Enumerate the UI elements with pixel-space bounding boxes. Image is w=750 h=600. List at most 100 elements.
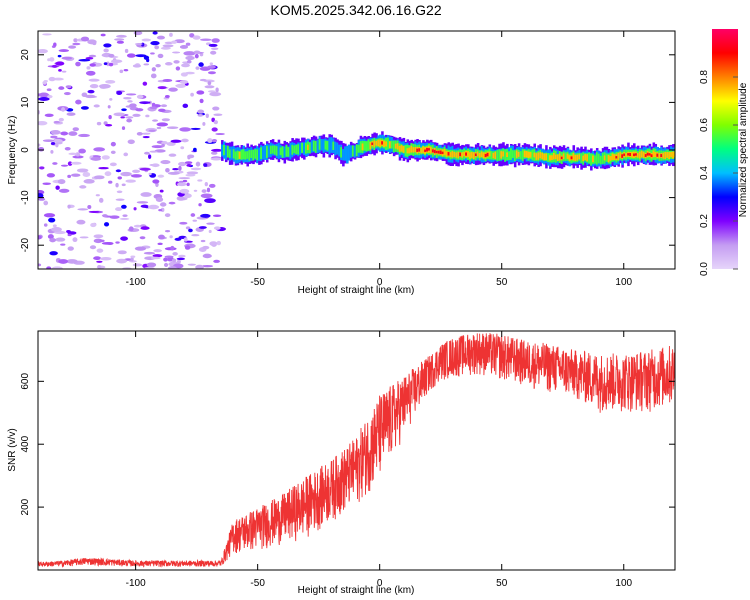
y-tick-label: 600 [20, 373, 31, 390]
y-tick-label: 400 [20, 435, 31, 452]
ridge-cell [312, 140, 316, 152]
noise-cell [170, 139, 182, 143]
x-tick-label: -100 [126, 578, 146, 589]
noise-cell [87, 89, 95, 94]
noise-cell [65, 85, 72, 89]
ridge-cell [658, 152, 661, 159]
ridge-cell [355, 144, 359, 157]
noise-cell [113, 112, 126, 117]
noise-cell [151, 145, 164, 149]
noise-cell [182, 103, 189, 109]
ridge-cell [416, 148, 419, 152]
noise-cell [78, 58, 91, 62]
noise-cell [130, 256, 134, 262]
ridge-cell [357, 144, 361, 153]
ridge-cell [281, 146, 285, 158]
noise-cell [52, 138, 63, 143]
ridge-cell [552, 153, 556, 160]
ridge-cell [595, 152, 599, 165]
noise-cell [126, 118, 133, 123]
noise-cell [88, 54, 97, 58]
noise-cell [70, 173, 81, 177]
ridge-cell [666, 152, 669, 158]
noise-cell [192, 35, 201, 40]
ridge-cell [668, 152, 671, 160]
noise-cell [155, 64, 161, 68]
noise-cell [152, 254, 163, 258]
noise-cell [125, 93, 137, 96]
noise-cell [186, 164, 192, 167]
ridge-cell [638, 151, 642, 159]
noise-cell [52, 224, 57, 228]
noise-cell [213, 226, 221, 230]
noise-cell [160, 46, 171, 50]
noise-cell [166, 141, 176, 146]
noise-cell [38, 146, 45, 152]
ridge-cell [523, 150, 527, 158]
noise-cell [114, 38, 125, 41]
ridge-cell [582, 155, 585, 162]
noise-cell [51, 266, 63, 269]
noise-cell [211, 47, 219, 50]
ridge-cell [527, 151, 531, 158]
noise-cell [123, 96, 132, 100]
noise-cell [120, 171, 132, 177]
ridge-cell [387, 137, 390, 150]
noise-cell [148, 129, 156, 132]
ridge-cell [644, 154, 648, 157]
noise-cell [151, 163, 160, 168]
ridge-cell [545, 153, 548, 161]
noise-cell [49, 251, 58, 256]
noise-cell [213, 259, 220, 263]
ridge-cell [267, 144, 271, 158]
colorbar-tick-label: 0.6 [699, 118, 710, 132]
noise-cell [121, 108, 127, 112]
ridge-cell [316, 139, 320, 154]
noise-cell [128, 226, 134, 232]
noise-cell [46, 266, 52, 269]
ridge-cell [633, 153, 636, 157]
noise-cell [205, 113, 209, 118]
noise-cell [66, 112, 76, 116]
noise-cell [110, 141, 116, 147]
noise-cell [119, 217, 130, 220]
ridge-cell [349, 145, 353, 158]
noise-cell [190, 92, 194, 97]
noise-cell [116, 34, 127, 38]
ridge-cell [476, 151, 480, 157]
noise-cell [127, 139, 135, 145]
ridge-cell [439, 150, 443, 155]
ridge-cell [277, 142, 281, 160]
noise-cell [133, 207, 137, 211]
noise-cell [172, 51, 181, 54]
noise-cell [154, 45, 160, 50]
noise-cell [168, 153, 177, 157]
y-tick-label: 0 [20, 147, 31, 153]
ridge-cell [449, 152, 453, 158]
ridge-cell [398, 145, 402, 152]
noise-cell [122, 214, 128, 218]
noise-cell [215, 132, 225, 136]
noise-cell [199, 78, 207, 82]
ridge-cell [498, 149, 501, 161]
noise-cell [120, 116, 125, 119]
noise-cell [159, 189, 164, 193]
noise-cell [85, 70, 96, 76]
noise-cell [93, 175, 105, 180]
ridge-cell [334, 141, 337, 156]
noise-cell [210, 157, 222, 161]
noise-cell [42, 33, 52, 36]
ridge-cell [611, 153, 615, 161]
noise-cell [38, 49, 48, 54]
ridge-cell [500, 151, 503, 159]
ridge-cell [285, 145, 289, 157]
noise-cell [171, 40, 178, 44]
noise-cell [103, 62, 108, 66]
noise-cell [72, 237, 78, 243]
noise-cell [47, 95, 53, 99]
noise-cell [208, 229, 212, 234]
ridge-cell [299, 142, 302, 156]
noise-cell [135, 108, 144, 112]
ridge-cell [314, 140, 318, 153]
noise-cell [63, 91, 71, 96]
